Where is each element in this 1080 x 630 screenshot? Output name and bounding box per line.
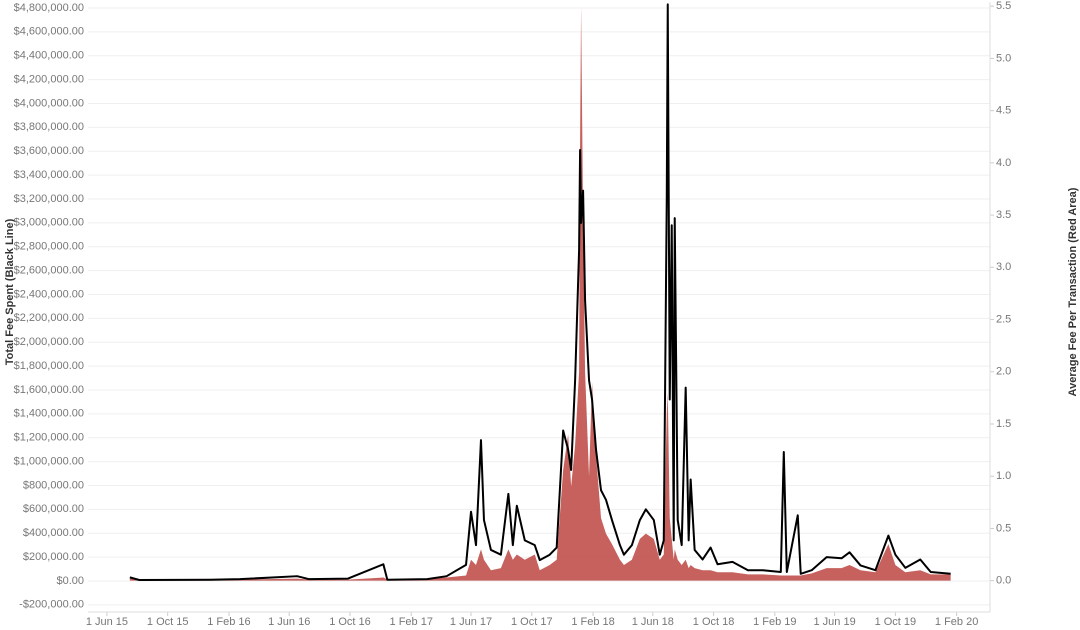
y-tick-label: $4,000,000.00: [14, 97, 84, 109]
y2-tick-label: 3.5: [996, 209, 1011, 221]
x-tick-label: 1 Feb 16: [207, 616, 250, 628]
y2-tick-label: 5.5: [996, 0, 1011, 12]
x-tick-label: 1 Jun 18: [632, 616, 674, 628]
x-tick-label: 1 Jun 17: [450, 616, 492, 628]
y2-tick-label: 2.5: [996, 313, 1011, 325]
y-tick-label: $4,600,000.00: [14, 26, 84, 38]
y-tick-label: $3,400,000.00: [14, 169, 84, 181]
y-tick-label: -$200,000.00: [19, 599, 84, 611]
y-tick-label: $2,800,000.00: [14, 241, 84, 253]
x-tick-label: 1 Feb 19: [753, 616, 796, 628]
y-tick-label: $1,800,000.00: [14, 360, 84, 372]
y-tick-label: $2,200,000.00: [14, 312, 84, 324]
x-tick-label: 1 Jun 19: [814, 616, 856, 628]
y-tick-label: $4,200,000.00: [14, 73, 84, 85]
y-tick-label: $2,400,000.00: [14, 288, 84, 300]
x-tick-label: 1 Feb 20: [935, 616, 978, 628]
y2-tick-label: 2.0: [996, 366, 1011, 378]
x-tick-label: 1 Oct 19: [875, 616, 917, 628]
x-tick-label: 1 Oct 15: [147, 616, 189, 628]
y-tick-label: $800,000.00: [23, 479, 84, 491]
x-tick-label: 1 Feb 18: [571, 616, 614, 628]
y-tick-label: $1,200,000.00: [14, 432, 84, 444]
y2-axis-title: Average Fee Per Transaction (Red Area): [1067, 187, 1079, 396]
y-tick-label: $4,800,000.00: [14, 2, 84, 14]
x-tick-label: 1 Oct 18: [693, 616, 735, 628]
y-tick-label: $3,200,000.00: [14, 193, 84, 205]
y2-tick-label: 4.0: [996, 157, 1011, 169]
y-tick-label: $1,000,000.00: [14, 455, 84, 467]
y2-tick-label: 1.0: [996, 470, 1011, 482]
y2-tick-label: 3.0: [996, 261, 1011, 273]
y-tick-label: $3,000,000.00: [14, 217, 84, 229]
y-tick-label: $2,000,000.00: [14, 336, 84, 348]
y-tick-label: $0.00: [56, 575, 84, 587]
area: [129, 6, 951, 581]
y-tick-label: $1,400,000.00: [14, 408, 84, 420]
y-tick-label: $3,800,000.00: [14, 121, 84, 133]
x-tick-label: 1 Jun 16: [268, 616, 310, 628]
x-tick-label: 1 Feb 17: [390, 616, 433, 628]
y2-tick-label: 1.5: [996, 418, 1011, 430]
y-tick-label: $4,400,000.00: [14, 50, 84, 62]
y2-tick-label: 4.5: [996, 105, 1011, 117]
y-tick-label: $2,600,000.00: [14, 264, 84, 276]
y2-tick-label: 5.0: [996, 52, 1011, 64]
line: [129, 3, 951, 582]
x-tick-label: 1 Jun 15: [86, 616, 128, 628]
y2-tick-label: 0.0: [996, 575, 1011, 587]
x-tick-label: 1 Oct 17: [511, 616, 553, 628]
y-tick-label: $3,600,000.00: [14, 145, 84, 157]
y-tick-label: $400,000.00: [23, 527, 84, 539]
y-tick-label: $200,000.00: [23, 551, 84, 563]
y-axis-title: Total Fee Spent (Black Line): [4, 218, 16, 365]
y-tick-label: $600,000.00: [23, 503, 84, 515]
x-tick-label: 1 Oct 16: [329, 616, 371, 628]
y-tick-label: $1,600,000.00: [14, 384, 84, 396]
y2-tick-label: 0.5: [996, 522, 1011, 534]
